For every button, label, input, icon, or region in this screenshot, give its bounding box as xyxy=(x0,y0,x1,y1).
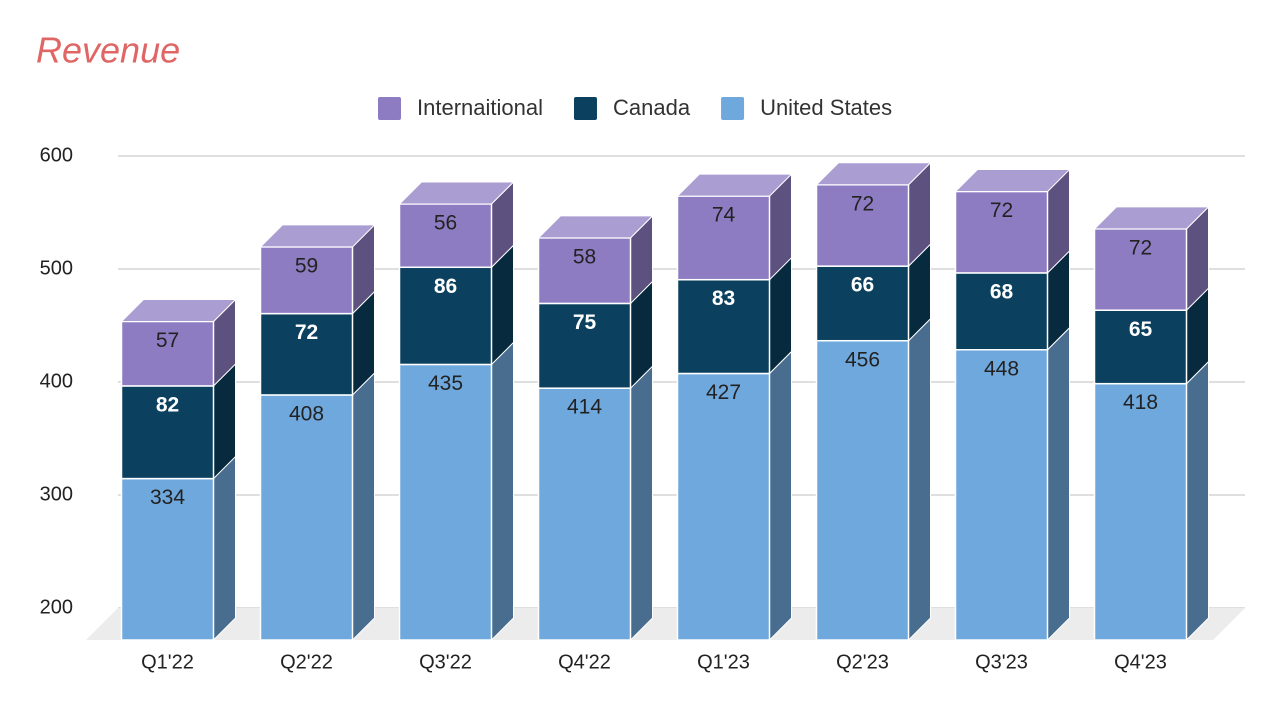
bar-top xyxy=(398,181,515,205)
bar xyxy=(954,190,1049,274)
legend-swatch xyxy=(721,97,745,120)
data-label: 56 xyxy=(434,212,457,235)
data-label: 58 xyxy=(573,245,596,268)
bar xyxy=(815,265,910,342)
bar xyxy=(398,266,493,366)
chart-title: Revenue xyxy=(36,30,180,71)
data-label: 75 xyxy=(573,311,597,334)
legend-label: United States xyxy=(760,95,892,120)
bar-top xyxy=(537,215,654,239)
legend-label: Internaitional xyxy=(417,95,543,120)
bar xyxy=(954,349,1049,641)
data-label: 72 xyxy=(1129,236,1152,259)
data-label: 86 xyxy=(434,275,457,298)
bar xyxy=(259,246,354,315)
data-label: 74 xyxy=(712,204,736,227)
bar xyxy=(259,394,354,641)
bar xyxy=(120,477,215,641)
bar xyxy=(537,302,632,389)
bar-side xyxy=(1047,326,1070,642)
y-tick-label: 500 xyxy=(40,257,73,279)
bar xyxy=(259,312,354,396)
data-label: 414 xyxy=(567,396,602,419)
bar-top xyxy=(815,162,932,186)
data-label: 448 xyxy=(984,357,1019,380)
bar xyxy=(1093,382,1188,641)
y-tick-label: 300 xyxy=(40,483,73,505)
y-tick-label: 200 xyxy=(40,596,73,618)
bar xyxy=(676,372,771,641)
data-label: 83 xyxy=(712,287,735,310)
data-label: 59 xyxy=(295,254,318,277)
bar-top xyxy=(676,173,793,197)
data-label: 72 xyxy=(851,192,874,215)
x-tick-label: Q4'23 xyxy=(1114,651,1167,673)
data-label: 57 xyxy=(156,329,179,352)
x-tick-label: Q1'23 xyxy=(697,651,750,673)
bar-side xyxy=(630,364,653,642)
bar-top xyxy=(120,299,237,323)
bar-top xyxy=(1093,206,1210,230)
data-label: 72 xyxy=(295,321,318,344)
bar-side xyxy=(908,317,931,642)
bar-top xyxy=(954,169,1071,193)
x-tick-label: Q2'22 xyxy=(280,651,333,673)
bar xyxy=(1093,309,1188,385)
bar xyxy=(1093,228,1188,311)
x-tick-label: Q4'22 xyxy=(558,651,611,673)
data-label: 418 xyxy=(1123,391,1158,414)
data-label: 66 xyxy=(851,274,874,297)
bar-top xyxy=(259,224,376,248)
data-label: 456 xyxy=(845,348,880,371)
bar xyxy=(676,195,771,281)
bar-side xyxy=(1186,360,1209,642)
legend-label: Canada xyxy=(613,95,691,120)
bar-side xyxy=(491,341,514,642)
bar-side xyxy=(213,455,236,642)
legend-swatch xyxy=(573,97,597,120)
data-label: 435 xyxy=(428,372,463,395)
bar xyxy=(398,203,493,269)
legend-swatch xyxy=(378,97,401,120)
y-tick-label: 400 xyxy=(40,370,73,392)
data-label: 65 xyxy=(1129,318,1153,341)
x-tick-label: Q3'22 xyxy=(419,651,472,673)
legend: Internaitional Canada United States xyxy=(378,95,892,120)
data-label: 427 xyxy=(706,381,741,404)
data-label: 68 xyxy=(990,280,1014,303)
bar-side xyxy=(769,350,792,642)
bar xyxy=(537,387,632,641)
bar-side xyxy=(352,371,375,642)
data-label: 82 xyxy=(156,393,179,416)
bar xyxy=(815,184,910,267)
bar xyxy=(815,339,910,641)
data-label: 72 xyxy=(990,199,1013,222)
data-label: 408 xyxy=(289,403,324,426)
data-label: 334 xyxy=(150,486,185,509)
bar xyxy=(954,272,1049,351)
y-tick-label: 600 xyxy=(40,144,73,166)
x-tick-label: Q2'23 xyxy=(836,651,889,673)
x-tick-label: Q3'23 xyxy=(975,651,1028,673)
bar xyxy=(398,363,493,641)
x-tick-label: Q1'22 xyxy=(141,651,194,673)
